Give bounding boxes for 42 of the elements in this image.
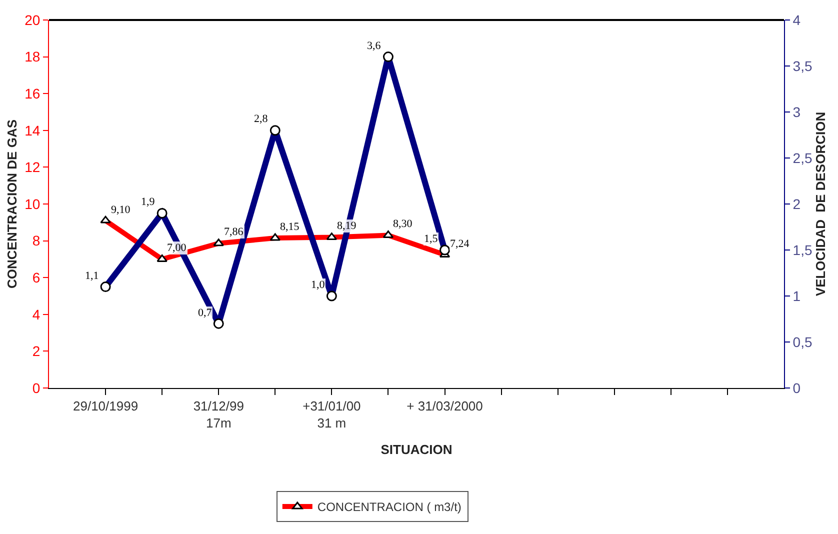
data-label: 1,5 (424, 233, 438, 245)
y-tick-label: 0 (32, 380, 40, 396)
data-label: 1,9 (141, 196, 156, 208)
y2-tick-label: 4 (792, 12, 801, 28)
data-label: 8,30 (393, 218, 413, 230)
data-label: 7,00 (167, 242, 187, 254)
data-label: 8,19 (337, 220, 357, 232)
y-tick-label: 10 (24, 196, 40, 212)
y-tick-label: 18 (24, 48, 40, 65)
y-tick-label: 20 (24, 12, 40, 28)
y-tick-label: 4 (32, 306, 40, 322)
y-tick-label: 14 (24, 122, 40, 138)
y2-tick-label: 1,5 (792, 242, 812, 258)
x-tick-label: + 31/03/2000 (406, 398, 483, 414)
x-axis-title: SITUACION (380, 442, 452, 458)
data-label: 9,10 (111, 204, 131, 216)
y-tick-label: 8 (32, 232, 40, 249)
y2-tick-label: 2 (792, 196, 801, 212)
y2-tick-label: 0 (792, 380, 801, 396)
y2-tick-label: 1 (792, 288, 801, 304)
data-label: 7,24 (450, 238, 470, 250)
y-tick-label: 6 (32, 270, 40, 286)
y2-tick-label: 2,5 (792, 150, 812, 166)
data-label: 7,86 (224, 226, 244, 238)
y2-axis-title: VELOCIDAD DE DESORCION (813, 112, 828, 296)
data-label: 8,15 (280, 221, 300, 233)
data-label: 1,1 (85, 270, 99, 282)
data-label: 0,7 (198, 307, 212, 319)
data-label: 2,8 (254, 113, 268, 125)
x-tick-label: 31/12/99 17m (193, 398, 244, 430)
y-tick-label: 2 (32, 343, 40, 360)
y-axis-title: CONCENTRACION DE GAS (4, 119, 20, 289)
x-tick-label: 29/10/1999 (73, 398, 138, 414)
y2-tick-label: 3,5 (792, 58, 812, 74)
x-tick-label: +31/01/00 31 m (302, 398, 361, 430)
y2-tick-label: 3 (792, 104, 801, 120)
y-tick-label: 12 (24, 159, 40, 176)
data-label: 3,6 (367, 40, 382, 52)
y-tick-label: 16 (24, 86, 40, 102)
data-label: 1,0 (311, 279, 326, 291)
y2-tick-label: 0,5 (792, 334, 812, 350)
legend-label: CONCENTRACION ( m3/t) (317, 500, 462, 514)
